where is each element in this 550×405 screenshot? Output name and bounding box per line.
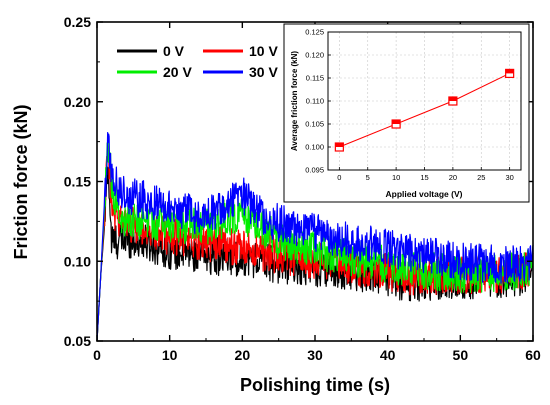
main-x-axis-label: Polishing time (s): [240, 375, 390, 395]
main-series-group: [96, 131, 534, 342]
inset-y-tick-label: 0.100: [305, 143, 324, 152]
inset-x-tick-label: 20: [449, 173, 457, 182]
series-line-20v: [96, 140, 534, 342]
inset-y-tick-label: 0.110: [306, 97, 324, 106]
main-chart: 0 10 20 30 40 50 600.050.100.150.200.25 Polish…: [11, 14, 541, 395]
main-x-tick-label: 10: [162, 347, 178, 363]
legend-label-0v: 0 V: [163, 43, 185, 59]
main-x-tick-label: 60: [525, 347, 541, 363]
inset-data-point-fill: [335, 143, 344, 147]
inset-x-tick-label: 5: [366, 173, 370, 182]
main-legend: 0 V 10 V 20 V 30 V: [117, 43, 278, 80]
series-line-30v: [96, 131, 534, 342]
inset-x-tick-label: 25: [477, 173, 485, 182]
inset-y-tick-label: 0.115: [306, 74, 324, 83]
main-y-tick-label: 0.20: [64, 94, 91, 110]
inset-x-tick-label: 0: [337, 173, 341, 182]
inset-data-point-fill: [392, 120, 401, 124]
inset-x-axis-label: Applied voltage (V): [386, 189, 463, 199]
main-x-tick-label: 40: [380, 347, 396, 363]
main-y-tick-label: 0.05: [64, 333, 91, 349]
inset-y-tick-label: 0.105: [305, 120, 324, 129]
main-y-tick-label: 0.10: [64, 253, 91, 269]
main-y-tick-label: 0.25: [64, 14, 91, 30]
main-x-tick-label: 30: [307, 347, 323, 363]
inset-y-tick-label: 0.095: [305, 166, 324, 175]
inset-series-line: [339, 72, 510, 148]
inset-series-group: [334, 68, 515, 152]
legend-label-20v: 20 V: [163, 64, 192, 80]
inset-background: [283, 23, 530, 203]
inset-data-point-fill: [448, 97, 457, 101]
main-y-tick-label: 0.15: [64, 174, 91, 190]
inset-data-point-fill: [505, 69, 514, 74]
inset-y-tick-label: 0.120: [305, 51, 324, 60]
inset-axis-ticks: 0 5 10 15 20 25 30 0.095 0.100 0.105 0.110 0.115 0.1…: [305, 28, 514, 183]
main-x-tick-label: 0: [93, 347, 101, 363]
legend-label-30v: 30 V: [249, 64, 278, 80]
inset-y-tick-label: 0.125: [305, 28, 324, 37]
legend-label-10v: 10 V: [249, 43, 278, 59]
main-y-axis-label: Friction force (kN): [11, 104, 31, 259]
inset-x-tick-label: 10: [392, 173, 400, 182]
inset-y-axis-label: Average friction force (kN): [290, 51, 299, 152]
inset-chart: 0 5 10 15 20 25 30 0.095 0.100 0.105 0.110 0.115 0.1…: [283, 23, 530, 203]
inset-x-tick-label: 15: [420, 173, 428, 182]
inset-x-tick-label: 30: [505, 173, 513, 182]
main-x-tick-label: 50: [453, 347, 469, 363]
main-x-tick-label: 20: [235, 347, 251, 363]
